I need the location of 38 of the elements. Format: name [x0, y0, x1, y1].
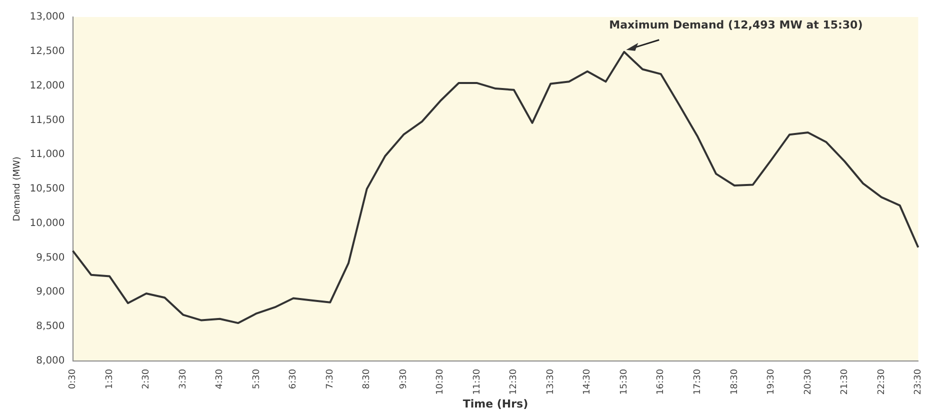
x-tick-label: 21:30: [840, 368, 850, 395]
x-axis-title: Time (Hrs): [462, 397, 528, 410]
x-tick-label: 20:30: [803, 368, 814, 395]
x-tick-label: 2:30: [142, 368, 152, 390]
x-tick-label: 1:30: [104, 368, 115, 390]
x-tick-label: 12:30: [509, 368, 520, 395]
y-tick-label: 12,000: [30, 80, 65, 92]
x-tick-label: 23:30: [914, 368, 924, 395]
x-tick-label: 9:30: [398, 368, 409, 390]
y-tick-label: 11,500: [30, 114, 65, 126]
y-tick-label: 9,500: [36, 252, 65, 264]
x-tick-label: 6:30: [288, 368, 299, 390]
x-tick-label: 3:30: [178, 368, 188, 390]
x-tick-label: 8:30: [362, 368, 372, 390]
annotation: Maximum Demand (12,493 MW at 15:30): [609, 18, 863, 32]
x-tick-label: 0:30: [68, 368, 78, 390]
x-tick-label: 5:30: [252, 368, 262, 390]
y-tick-label: 11,000: [30, 149, 65, 160]
y-axis-title: Demand (MW): [12, 156, 23, 222]
x-tick-label: 4:30: [215, 368, 226, 390]
x-tick-label: 18:30: [730, 368, 740, 395]
x-tick-label: 7:30: [325, 368, 336, 390]
y-tick-label: 9,000: [36, 286, 65, 298]
y-tick-label: 8,000: [36, 355, 65, 366]
y-tick-label: 13,000: [30, 12, 65, 23]
x-tick-label: 16:30: [656, 368, 666, 395]
x-tick-label: 13:30: [546, 368, 556, 395]
y-tick-label: 10,500: [30, 184, 65, 195]
y-tick-label: 12,500: [30, 46, 65, 57]
x-tick-label: 19:30: [766, 368, 777, 395]
x-tick-label: 10:30: [436, 368, 446, 395]
y-tick-label: 8,500: [36, 321, 65, 332]
x-tick-label: 22:30: [876, 368, 887, 395]
x-tick-label: 15:30: [619, 368, 630, 395]
y-tick-label: 10,000: [30, 218, 65, 229]
x-tick-label: 11:30: [472, 368, 482, 395]
x-tick-label: 14:30: [582, 368, 593, 395]
x-tick-label: 17:30: [693, 368, 703, 395]
